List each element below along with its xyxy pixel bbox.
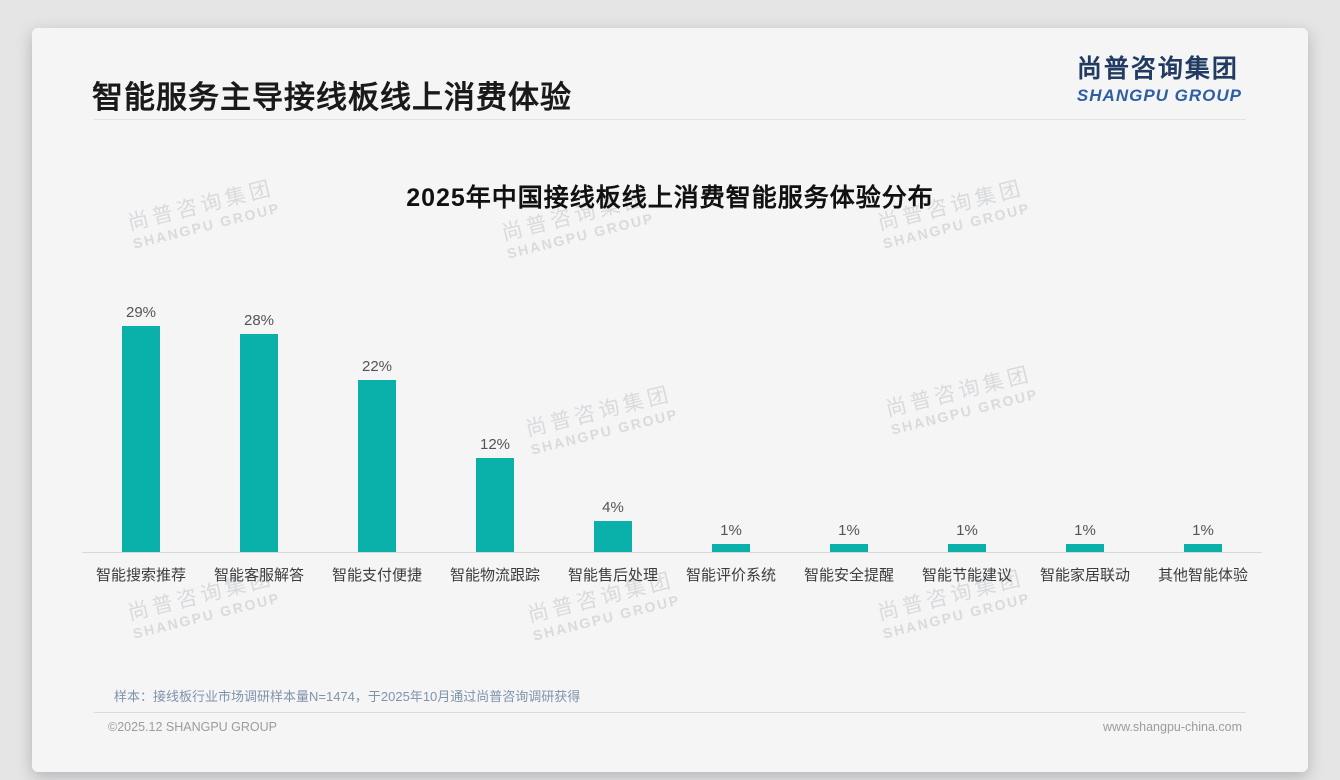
category-label: 智能物流跟踪 xyxy=(449,567,540,584)
bar xyxy=(594,521,632,552)
logo-chinese-text: 尚普咨询集团 xyxy=(1076,55,1239,83)
category-label: 智能节能建议 xyxy=(921,567,1012,584)
category-label: 智能安全提醒 xyxy=(803,567,894,584)
bar-column: 1% xyxy=(1144,262,1262,552)
bar-value-label: 1% xyxy=(720,522,742,539)
bar xyxy=(476,458,514,552)
category-label: 智能搜索推荐 xyxy=(95,567,186,584)
bar xyxy=(1184,544,1222,552)
bar-value-label: 1% xyxy=(838,522,860,539)
page-title: 智能服务主导接线板线上消费体验 xyxy=(92,80,572,115)
sample-footnote: 样本：接线板行业市场调研样本量N=1474，于2025年10月通过尚普咨询调研获… xyxy=(114,689,581,704)
bar-chart-plot: 29% 28% 22% 12% 4% 1% 1% 1% 1% 1% xyxy=(82,262,1262,552)
category-label: 智能客服解答 xyxy=(213,567,304,584)
bar xyxy=(122,326,160,552)
bar-value-label: 22% xyxy=(361,358,393,375)
bar-value-label: 1% xyxy=(1074,522,1096,539)
category-label: 智能支付便捷 xyxy=(331,567,422,584)
bar-value-label: 1% xyxy=(1192,522,1214,539)
website-url: www.shangpu-china.com xyxy=(1103,720,1242,734)
bar-value-label: 4% xyxy=(602,499,624,516)
bar xyxy=(1066,544,1104,552)
bar xyxy=(830,544,868,552)
chart-title: 2025年中国接线板线上消费智能服务体验分布 xyxy=(406,184,934,212)
bar-column: 1% xyxy=(908,262,1026,552)
bar-column: 28% xyxy=(200,262,318,552)
bar-column: 1% xyxy=(672,262,790,552)
slide-card: 尚普咨询集团 SHANGPU GROUP 尚普咨询集团 SHANGPU GROUP 尚普… xyxy=(32,28,1308,772)
category-label: 智能评价系统 xyxy=(685,567,776,584)
bar-value-label: 29% xyxy=(125,304,157,321)
bar xyxy=(712,544,750,552)
copyright-text: ©2025.12 SHANGPU GROUP xyxy=(108,720,277,734)
bar-column: 4% xyxy=(554,262,672,552)
bar xyxy=(240,334,278,552)
category-label: 其他智能体验 xyxy=(1157,567,1248,584)
bar xyxy=(948,544,986,552)
bar-column: 1% xyxy=(1026,262,1144,552)
logo-english-text: SHANGPU GROUP xyxy=(1076,85,1242,105)
bar xyxy=(358,380,396,552)
x-axis-labels: 智能搜索推荐 智能客服解答 智能支付便捷 智能物流跟踪 智能售后处理 智能评价系统 智能安全… xyxy=(82,564,1262,585)
x-axis-line xyxy=(82,552,1262,553)
bar-value-label: 1% xyxy=(956,522,978,539)
bar-column: 1% xyxy=(790,262,908,552)
header-divider xyxy=(94,119,1246,120)
bar-column: 12% xyxy=(436,262,554,552)
bar-column: 22% xyxy=(318,262,436,552)
category-label: 智能家居联动 xyxy=(1039,567,1130,584)
category-label: 智能售后处理 xyxy=(567,567,658,584)
company-logo: 尚普咨询集团 SHANGPU GROUP xyxy=(1076,55,1242,106)
footer-divider xyxy=(94,712,1246,713)
bar-value-label: 28% xyxy=(243,312,275,329)
bar-column: 29% xyxy=(82,262,200,552)
bar-value-label: 12% xyxy=(479,436,511,453)
